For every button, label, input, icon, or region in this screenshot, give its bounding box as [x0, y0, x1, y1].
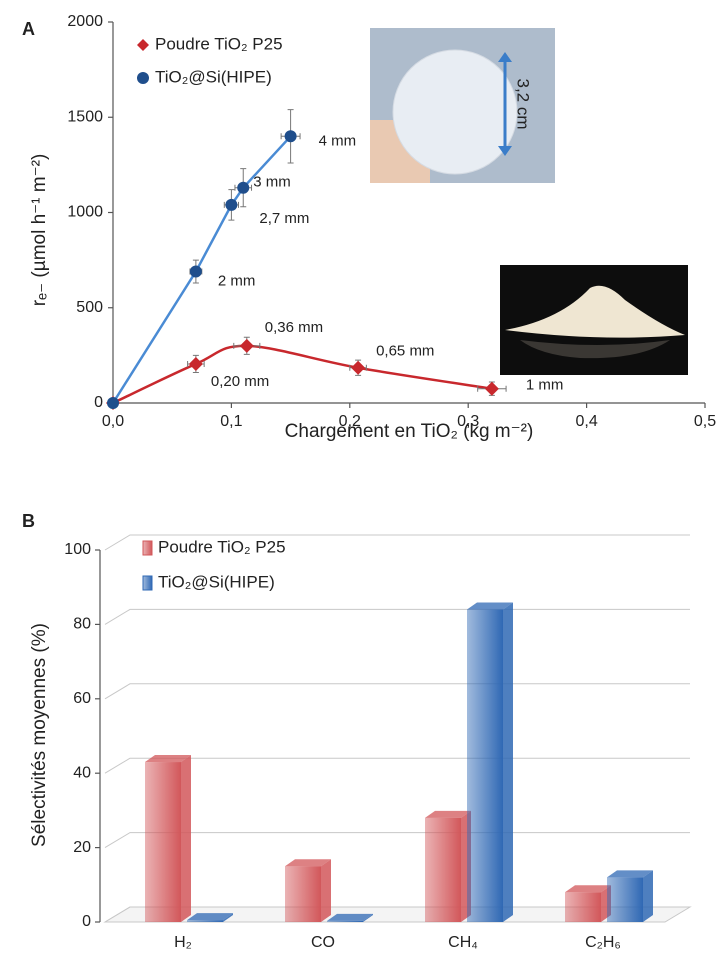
x-tick-label: CH₄	[448, 934, 478, 951]
point-label: 2,7 mm	[259, 210, 309, 227]
image-label: 3,2 cm	[514, 78, 533, 129]
bar	[467, 609, 503, 922]
legend-label: Poudre TiO₂ P25	[158, 537, 286, 556]
marker	[239, 338, 254, 353]
y-tick-label: 60	[73, 690, 91, 707]
bar-top	[607, 870, 653, 878]
marker	[284, 130, 297, 143]
point-label: 0,65 mm	[376, 343, 434, 360]
y-tick-label: 20	[73, 839, 91, 856]
y-tick-label: 100	[64, 541, 91, 558]
marker	[237, 181, 250, 194]
legend-label: Poudre TiO₂ P25	[155, 34, 283, 53]
x-tick-label: 0,2	[339, 413, 361, 430]
y-tick-label: 2000	[67, 13, 103, 30]
marker	[107, 397, 119, 409]
bar-top	[145, 755, 191, 763]
bar-side	[181, 755, 191, 922]
x-axis-label: Chargement en TiO₂ (kg m⁻²)	[285, 421, 534, 442]
legend-label: TiO₂@Si(HIPE)	[158, 572, 275, 591]
x-tick-label: C₂H₆	[585, 934, 621, 951]
bar-top	[285, 859, 331, 867]
bar	[327, 920, 363, 922]
bar-top	[565, 885, 611, 893]
point-label: 3 mm	[253, 174, 290, 191]
x-tick-label: 0,5	[694, 413, 716, 430]
photo-disc	[370, 28, 555, 183]
point-label: 4 mm	[319, 132, 357, 149]
y-tick-label: 1000	[67, 204, 103, 221]
bar	[145, 762, 181, 922]
bar-top	[187, 913, 233, 921]
marker	[189, 265, 202, 278]
marker	[484, 381, 499, 396]
bar-side	[643, 870, 653, 922]
bar-top	[467, 602, 513, 610]
x-tick-label: 0,3	[457, 413, 479, 430]
legend-label: TiO₂@Si(HIPE)	[155, 67, 272, 86]
bar	[607, 877, 643, 922]
marker	[351, 360, 366, 375]
legend-swatch	[142, 540, 153, 556]
y-axis-label: rₑ₋ (µmol h⁻¹ m⁻²)	[29, 154, 50, 307]
legend-marker	[137, 72, 149, 84]
panel-letter: B	[22, 511, 35, 531]
y-axis-label: Sélectivités moyennes (%)	[29, 623, 50, 847]
bar	[285, 866, 321, 922]
y-tick-label: 40	[73, 764, 91, 781]
grid-line	[104, 534, 690, 551]
point-label: 0,20 mm	[211, 373, 269, 390]
y-tick-label: 1500	[67, 108, 103, 125]
bar	[187, 920, 223, 922]
panel-letter: A	[22, 19, 35, 39]
bar	[565, 892, 601, 922]
x-tick-label: 0,0	[102, 413, 124, 430]
grid-line	[104, 757, 690, 774]
x-tick-label: H₂	[174, 934, 192, 951]
x-tick-label: 0,1	[220, 413, 242, 430]
marker	[188, 356, 203, 371]
bar-side	[363, 913, 373, 922]
bar	[425, 817, 461, 922]
x-tick-label: 0,4	[575, 413, 597, 430]
y-tick-label: 0	[82, 913, 91, 930]
bar-side	[321, 859, 331, 922]
grid-line	[104, 832, 690, 849]
y-tick-label: 80	[73, 616, 91, 633]
x-tick-label: CO	[311, 934, 335, 951]
series-line	[112, 344, 493, 405]
photo-powder	[500, 265, 688, 375]
grid-line	[104, 683, 690, 700]
legend-marker	[137, 39, 149, 51]
point-label: 0,36 mm	[265, 319, 323, 336]
bar-side	[503, 602, 513, 922]
legend-swatch	[142, 575, 153, 591]
marker	[225, 198, 238, 211]
point-label: 1 mm	[526, 377, 564, 394]
bar-top	[425, 810, 471, 818]
bar-side	[223, 913, 233, 922]
point-label: 2 mm	[218, 273, 256, 290]
y-tick-label: 0	[94, 394, 103, 411]
y-tick-label: 500	[76, 299, 103, 316]
bar-top	[327, 913, 373, 921]
grid-line	[104, 608, 690, 625]
